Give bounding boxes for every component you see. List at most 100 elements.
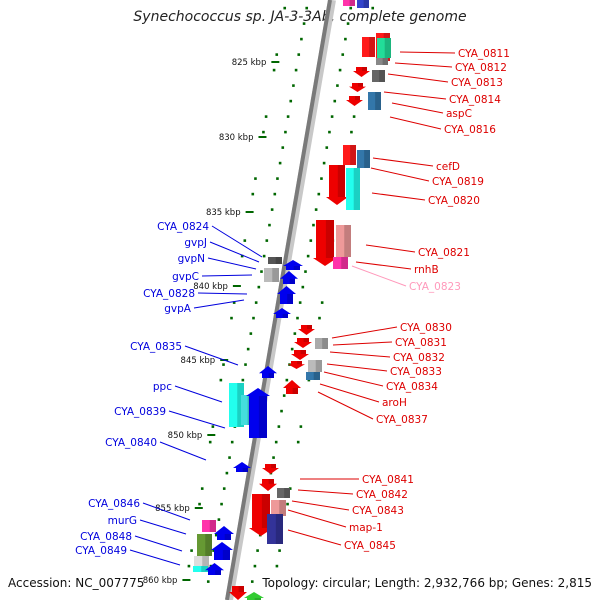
tick-dot — [312, 223, 315, 227]
tick-dot — [297, 53, 301, 56]
tick-dot — [333, 99, 337, 103]
tick-dot — [232, 301, 236, 304]
tick-dot — [219, 378, 223, 382]
gene-arrow — [205, 563, 224, 575]
tick-dot — [230, 440, 234, 444]
gene-block — [194, 556, 209, 568]
leader-line — [387, 73, 449, 83]
leader-line — [351, 265, 407, 287]
tick-dot — [187, 564, 191, 568]
leader-line — [297, 489, 354, 495]
leader-line — [129, 549, 181, 566]
gene-block — [372, 70, 385, 82]
gene-label-cya_0839: CYA_0839 — [114, 406, 166, 418]
gene-block — [377, 38, 391, 58]
gene-label-cya_0834: CYA_0834 — [386, 381, 438, 393]
gene-label-cya_0848: CYA_0848 — [80, 531, 132, 543]
gene-label-gvpc: gvpC — [172, 271, 199, 283]
gene-label-aroh: aroH — [382, 397, 407, 409]
leader-line — [134, 535, 183, 552]
tick-dot — [222, 487, 226, 490]
tick-dot — [320, 301, 324, 304]
tick-dot — [254, 301, 258, 304]
tick-dot — [228, 456, 231, 459]
gene-label-cya_0823: CYA_0823 — [409, 281, 461, 293]
gene-arrow — [353, 67, 370, 77]
tick-dot — [285, 378, 289, 382]
tick-dot — [225, 471, 229, 475]
tick-dot — [264, 115, 268, 118]
tick-dot — [302, 22, 306, 25]
tick-dot — [200, 487, 204, 490]
gene-label-gvpj: gvpJ — [184, 237, 207, 249]
tick-dot — [280, 409, 283, 413]
tick-dot — [272, 456, 275, 459]
gene-label-cya_0813: CYA_0813 — [451, 77, 503, 89]
tick-dot — [286, 502, 289, 506]
gene-arrow — [326, 165, 348, 205]
tick-dot — [257, 285, 261, 289]
gene-arrow — [313, 220, 337, 266]
tick-dot — [298, 301, 302, 304]
tick-dot — [301, 285, 305, 289]
leader-line — [331, 326, 398, 339]
genome-title: Synechococcus sp. JA-3-3Ab, complete gen… — [133, 9, 467, 25]
tick-dot — [350, 130, 353, 134]
gene-label-ppc: ppc — [153, 381, 172, 393]
leader-line — [142, 502, 191, 521]
gene-label-cya_0831: CYA_0831 — [395, 337, 447, 349]
tick-dot — [288, 487, 292, 490]
gene-arrow — [211, 542, 233, 560]
leader-line — [193, 299, 245, 309]
tick-dot — [299, 425, 303, 428]
tick-dot — [286, 115, 290, 118]
tick-dot — [278, 161, 282, 165]
gene-block — [343, 145, 356, 165]
tick-dot — [306, 254, 310, 258]
gene-label-map-1: map-1 — [349, 522, 383, 534]
tick-dot — [314, 208, 318, 211]
tick-dot — [305, 6, 309, 10]
tick-dot — [220, 502, 223, 506]
gene-arrow — [233, 462, 251, 472]
gene-arrow — [214, 526, 234, 540]
tick-dot — [212, 549, 215, 552]
leader-line — [201, 274, 253, 277]
leader-line — [326, 363, 388, 372]
tick-dot — [309, 239, 313, 242]
tick-dot — [265, 239, 269, 242]
gene-block — [343, 0, 355, 6]
gene-block — [368, 92, 381, 110]
gene-label-cya_0842: CYA_0842 — [356, 489, 408, 501]
gene-block — [315, 338, 328, 349]
gene-arrow — [346, 96, 363, 106]
gene-label-cya_0833: CYA_0833 — [390, 366, 442, 378]
leader-line — [197, 292, 248, 295]
gene-label-cya_0846: CYA_0846 — [88, 498, 140, 510]
leader-line — [291, 500, 350, 511]
kbp-label: 825 kbp — [232, 58, 267, 68]
tick-dot — [328, 130, 331, 134]
gene-arrow — [244, 592, 264, 600]
kbp-label: 850 kbp — [168, 431, 203, 441]
tick-dot — [252, 316, 255, 320]
gene-label-cefd: cefD — [436, 161, 460, 173]
gene-block — [229, 383, 244, 427]
tick-dot — [214, 533, 218, 537]
gene-block — [268, 257, 282, 264]
leader-line — [370, 167, 430, 182]
tick-dot — [330, 115, 334, 118]
gene-label-aspc: aspC — [446, 108, 472, 120]
tick-dot — [371, 6, 375, 10]
gene-block — [336, 225, 351, 257]
tick-dot — [256, 549, 259, 552]
gene-arrow — [283, 380, 301, 394]
tick-dot — [276, 177, 279, 180]
gene-block — [197, 534, 212, 556]
kbp-label: 835 kbp — [206, 208, 241, 218]
gene-label-cya_0830: CYA_0830 — [400, 322, 452, 334]
leader-line — [355, 261, 412, 270]
tick-dot — [304, 270, 307, 273]
leader-line — [332, 341, 393, 346]
kbp-label: 860 kbp — [143, 576, 178, 586]
